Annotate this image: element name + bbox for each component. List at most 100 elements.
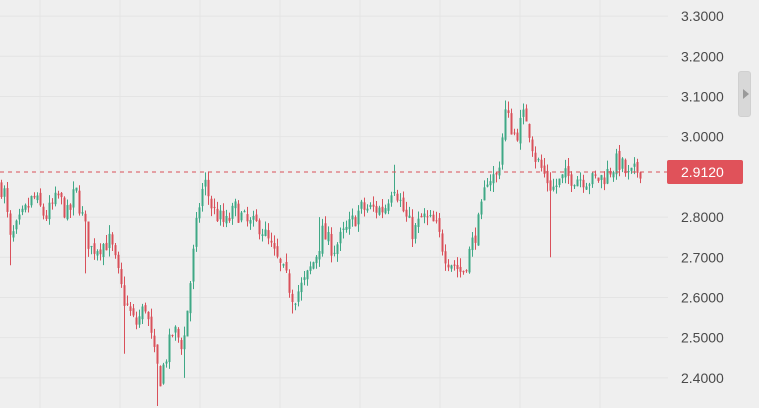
candle-body bbox=[249, 220, 252, 224]
candle bbox=[60, 191, 63, 205]
candle bbox=[615, 148, 618, 180]
candle bbox=[126, 295, 129, 306]
candle bbox=[375, 201, 378, 219]
candle-body bbox=[240, 212, 243, 221]
candle bbox=[54, 186, 57, 207]
candle-body bbox=[357, 210, 360, 225]
candle bbox=[180, 337, 183, 355]
candle bbox=[3, 185, 6, 204]
candle-body bbox=[51, 202, 54, 204]
candle-body bbox=[168, 334, 171, 363]
candle bbox=[51, 198, 54, 210]
candle-body bbox=[477, 214, 480, 246]
candle bbox=[198, 202, 201, 223]
candle-body bbox=[96, 251, 99, 256]
candle bbox=[234, 198, 237, 217]
candle-body bbox=[558, 178, 561, 185]
candle-body bbox=[351, 215, 354, 220]
candle-body bbox=[42, 206, 45, 216]
candle-body bbox=[369, 204, 372, 208]
candle-body bbox=[471, 237, 474, 251]
candle-body bbox=[318, 251, 321, 260]
candle bbox=[267, 223, 270, 245]
candle bbox=[636, 158, 639, 178]
candle bbox=[519, 109, 522, 150]
candle-body bbox=[174, 326, 177, 333]
candle-body bbox=[516, 132, 519, 141]
candle bbox=[144, 302, 147, 314]
candle bbox=[78, 185, 81, 216]
candle-body bbox=[459, 266, 462, 272]
candle-body bbox=[297, 291, 300, 302]
candle bbox=[552, 178, 555, 192]
candle-body bbox=[171, 335, 174, 337]
candle bbox=[0, 179, 3, 199]
candle-body bbox=[60, 192, 63, 198]
candle bbox=[33, 192, 36, 200]
candle bbox=[255, 209, 258, 222]
y-tick-label: 3.1000 bbox=[681, 88, 724, 104]
candle bbox=[426, 210, 429, 226]
candle bbox=[633, 157, 636, 175]
candle-body bbox=[594, 174, 597, 176]
candle bbox=[15, 219, 18, 234]
candle bbox=[264, 221, 267, 237]
candle-body bbox=[429, 215, 432, 217]
candle-body bbox=[114, 245, 117, 256]
candle-body bbox=[225, 215, 228, 224]
candle-body bbox=[228, 217, 231, 221]
scale-scroll-handle[interactable] bbox=[738, 71, 751, 117]
candle-body bbox=[66, 205, 69, 220]
candle bbox=[39, 188, 42, 207]
candle-body bbox=[33, 195, 36, 198]
candle bbox=[429, 210, 432, 218]
candle-body bbox=[75, 187, 78, 191]
candle bbox=[294, 302, 297, 311]
candle-body bbox=[564, 168, 567, 178]
candle bbox=[480, 199, 483, 220]
candle bbox=[411, 209, 414, 248]
candle-body bbox=[12, 231, 15, 238]
candle bbox=[390, 191, 393, 207]
candle bbox=[216, 201, 219, 223]
candle bbox=[381, 199, 384, 219]
candle bbox=[135, 311, 138, 330]
candle-body bbox=[327, 231, 330, 242]
candle bbox=[576, 176, 579, 187]
candle-body bbox=[84, 213, 87, 222]
candle bbox=[486, 177, 489, 188]
candle-body bbox=[108, 233, 111, 249]
candle-body bbox=[519, 117, 522, 144]
candle-body bbox=[474, 235, 477, 243]
candle bbox=[600, 174, 603, 189]
candle bbox=[96, 249, 99, 261]
candle-body bbox=[630, 167, 633, 171]
candle-body bbox=[231, 205, 234, 219]
candle-body bbox=[375, 206, 378, 213]
candle bbox=[123, 276, 126, 354]
candle bbox=[165, 359, 168, 368]
candle-body bbox=[489, 181, 492, 186]
candle-body bbox=[39, 192, 42, 206]
candle bbox=[18, 208, 21, 225]
candle-body bbox=[618, 150, 621, 170]
candle bbox=[585, 182, 588, 191]
candle bbox=[222, 203, 225, 227]
candle-body bbox=[18, 214, 21, 220]
candle-body bbox=[258, 220, 261, 235]
candle-body bbox=[195, 217, 198, 247]
candle-body bbox=[621, 158, 624, 169]
candle-body bbox=[534, 152, 537, 162]
candle bbox=[474, 227, 477, 250]
candle-body bbox=[405, 209, 408, 217]
candle bbox=[279, 257, 282, 272]
candle-body bbox=[252, 215, 255, 220]
y-tick-label: 2.4000 bbox=[681, 370, 724, 386]
candle bbox=[27, 197, 30, 213]
candle-body bbox=[261, 234, 264, 236]
candle-body bbox=[411, 216, 414, 240]
candle bbox=[138, 309, 141, 328]
candle bbox=[522, 103, 525, 125]
